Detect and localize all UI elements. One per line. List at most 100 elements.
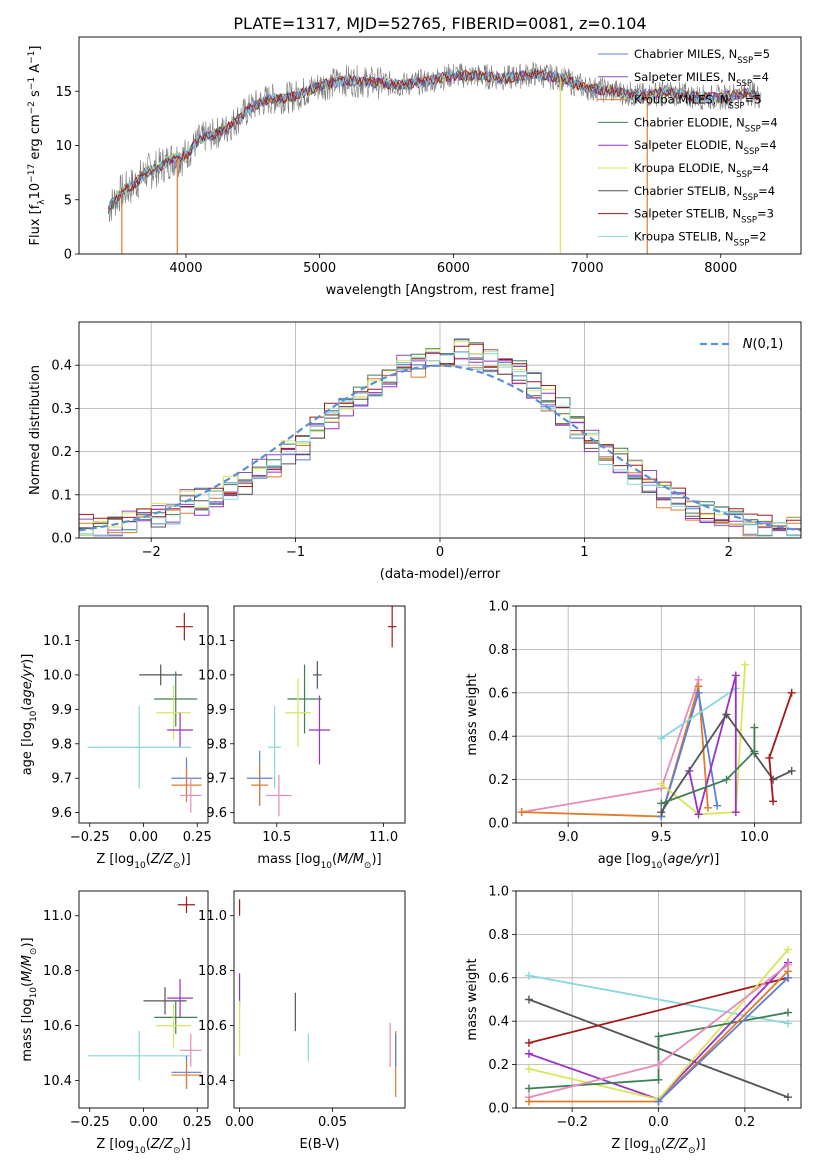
- y-tick-label: 1.0: [488, 600, 509, 615]
- errorbar-point: [154, 671, 198, 727]
- x-tick-label: 9.5: [651, 830, 672, 845]
- y-tick-label: 10.6: [43, 1019, 72, 1034]
- x-tick-label: 0.00: [129, 830, 158, 845]
- x-axis-label: Z [log10(Z/Z⊙)]: [611, 1137, 705, 1156]
- data-point: [654, 1060, 663, 1069]
- y-tick-label: 0.2: [488, 1058, 509, 1073]
- y-tick-label: 0.8: [488, 643, 509, 658]
- y-tick-label: 0.0: [488, 1102, 509, 1117]
- axes-frame: [78, 36, 802, 255]
- x-tick-label: 7000: [571, 261, 604, 276]
- x-tick-label: 8000: [704, 261, 737, 276]
- errorbar-point: [167, 712, 193, 748]
- x-tick-label: 11.0: [369, 830, 398, 845]
- x-tick-label: −2: [142, 545, 161, 560]
- data-point: [703, 803, 712, 812]
- x-tick-label: 0.25: [183, 1115, 212, 1130]
- data-point: [741, 660, 750, 669]
- data-point: [784, 945, 793, 954]
- errorbar-point: [180, 1033, 202, 1067]
- x-axis-label: Z [log10(Z/Z⊙)]: [96, 1137, 190, 1156]
- legend-label: N(0,1): [743, 337, 784, 352]
- legend-label: Salpeter MILES, NSSP=4: [634, 70, 769, 89]
- data-point: [524, 1049, 533, 1058]
- data-point: [787, 688, 796, 697]
- data-point: [750, 747, 759, 756]
- data-point: [731, 671, 740, 680]
- errorbar-point: [171, 1061, 202, 1089]
- y-tick-label: 0.2: [488, 773, 509, 788]
- x-tick-label: 0.0: [648, 1115, 669, 1130]
- x-tick-label: 1: [580, 545, 588, 560]
- errorbar-point: [285, 678, 311, 748]
- y-tick-label: 9.9: [206, 703, 227, 718]
- errorbar-point: [251, 764, 269, 806]
- axes-frame: [515, 605, 802, 824]
- series-line: [521, 686, 709, 818]
- axes-frame: [233, 890, 406, 1109]
- y-tick-label: 10.1: [198, 634, 227, 649]
- data-point: [654, 1075, 663, 1084]
- y-tick-label: 0.0: [51, 532, 72, 547]
- data-point: [517, 808, 526, 817]
- data-point: [784, 1019, 793, 1028]
- data-point: [722, 775, 731, 784]
- x-axis-label: (data-model)/error: [380, 567, 501, 582]
- y-axis-label: Flux [fλ10−17 erg cm−2 s−1 A−1]: [27, 46, 47, 246]
- y-tick-label: 10.6: [198, 1019, 227, 1034]
- y-tick-label: 10.4: [43, 1074, 72, 1089]
- x-tick-label: −0.2: [556, 1115, 588, 1130]
- y-tick-label: 0: [64, 248, 72, 263]
- y-tick-label: 9.9: [51, 703, 72, 718]
- data-point: [784, 973, 793, 982]
- legend-label: Chabrier MILES, NSSP=5: [634, 47, 770, 66]
- x-tick-label: 4000: [169, 261, 202, 276]
- y-tick-label: 10: [55, 139, 72, 154]
- x-axis-label: E(B-V): [299, 1137, 339, 1152]
- y-tick-label: 0.4: [488, 1015, 509, 1030]
- x-tick-label: 9.0: [558, 830, 579, 845]
- model-spectrum: [108, 70, 762, 211]
- errorbar-point: [387, 606, 397, 648]
- y-tick-label: 5: [64, 193, 72, 208]
- y-tick-label: 10.1: [43, 634, 72, 649]
- x-tick-label: 5000: [303, 261, 336, 276]
- y-axis-label: mass weight: [465, 958, 480, 1040]
- axes-frame: [78, 605, 209, 824]
- y-axis-label: age [log10(age/yr)]: [20, 654, 39, 776]
- errorbar-point: [143, 987, 187, 1015]
- data-point: [524, 971, 533, 980]
- data-point: [524, 1064, 533, 1073]
- series-line: [688, 675, 737, 815]
- errorbar-point: [313, 661, 322, 689]
- legend-label: Salpeter STELIB, NSSP=3: [634, 207, 774, 226]
- errorbar-point: [180, 778, 202, 813]
- data-point: [722, 710, 731, 719]
- y-tick-label: 10.0: [43, 668, 72, 683]
- x-tick-label: −0.25: [70, 1115, 110, 1130]
- errorbar-point: [87, 705, 191, 789]
- data-point: [750, 723, 759, 732]
- y-tick-label: 9.6: [206, 806, 227, 821]
- x-tick-label: 10.0: [740, 830, 769, 845]
- data-point: [654, 1097, 663, 1106]
- y-tick-label: 10.8: [198, 964, 227, 979]
- legend-label: Chabrier ELODIE, NSSP=4: [634, 115, 778, 134]
- data-point: [731, 808, 740, 817]
- data-point: [657, 779, 666, 788]
- errorbar-point: [287, 664, 322, 734]
- errorbar-point: [266, 774, 292, 817]
- series-line: [660, 687, 737, 740]
- residual-histogram: [78, 351, 801, 538]
- data-point: [784, 1008, 793, 1017]
- y-axis-label: Normed distribution: [28, 365, 43, 495]
- data-point: [694, 810, 703, 819]
- y-tick-label: 15: [55, 85, 72, 100]
- errorbar-point: [154, 1000, 198, 1034]
- series-line: [657, 977, 789, 1103]
- axes-frame: [515, 890, 802, 1109]
- data-point: [765, 753, 774, 762]
- y-tick-label: 11.0: [198, 909, 227, 924]
- x-tick-label: −1: [286, 545, 305, 560]
- y-tick-label: 0.1: [51, 488, 72, 503]
